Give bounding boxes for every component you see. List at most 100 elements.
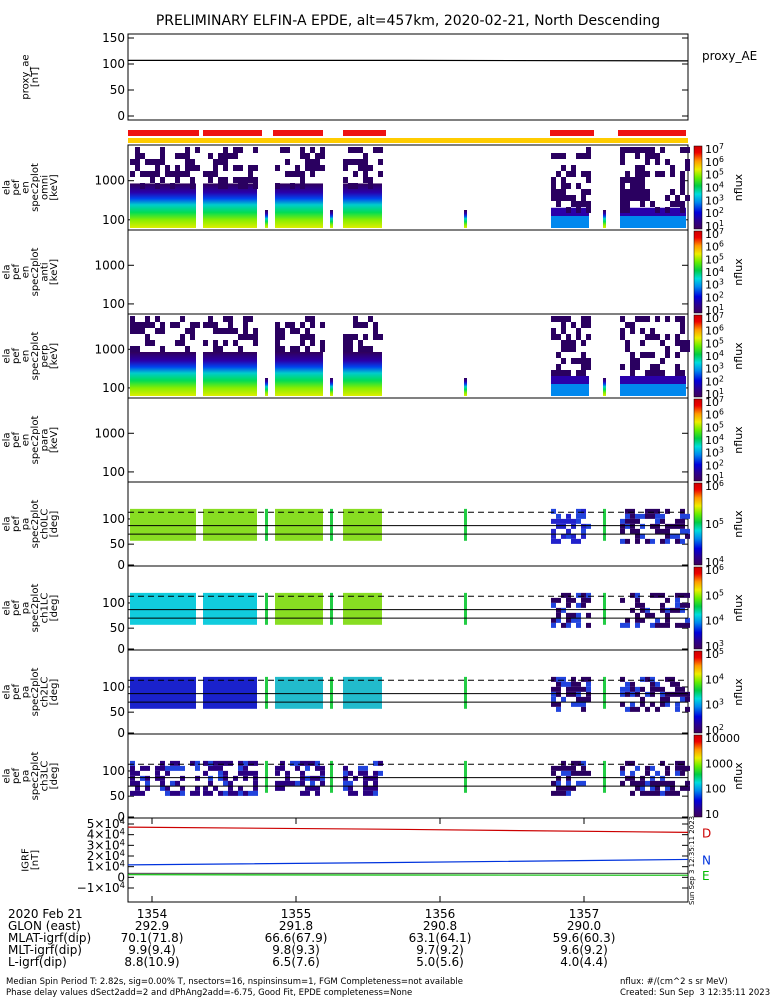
- heat-cell: [581, 780, 586, 786]
- heat-cell: [675, 592, 680, 598]
- xaxis-row-value: 9.6(9.2): [560, 943, 608, 957]
- heat-block-pef_en_spec2plot_omni: [275, 147, 325, 228]
- heat-cell: [561, 681, 566, 687]
- heat-strip: [464, 378, 467, 396]
- heat-cell: [195, 785, 200, 791]
- xaxis-row-value: 291.8: [278, 919, 314, 933]
- heat-cell: [640, 352, 645, 358]
- ytick-label-proxy_ae: 0: [117, 109, 125, 123]
- heat-cell: [625, 177, 630, 183]
- heat-cell: [343, 770, 348, 776]
- heat-cell: [571, 358, 576, 364]
- heat-cell: [576, 602, 581, 608]
- heat-cell: [353, 316, 358, 322]
- heat-cell: [665, 622, 670, 628]
- heat-cell: [180, 790, 185, 796]
- heat-cell: [185, 165, 190, 171]
- heat-cell: [640, 533, 645, 539]
- heat-cell: [635, 171, 640, 177]
- heat-cell: [680, 696, 685, 702]
- heat-cell: [213, 159, 218, 165]
- heat-cell: [665, 691, 670, 697]
- heat-cell: [300, 775, 305, 781]
- heat-cell: [556, 364, 561, 370]
- xaxis-row-value: 9.9(9.4): [128, 943, 176, 957]
- heat-cell: [645, 513, 650, 519]
- heat-strip: [464, 676, 467, 709]
- heat-cell: [275, 770, 280, 776]
- colorbar-tick-pef_en_spec2plot_anti: 104: [705, 265, 724, 279]
- heat-cell: [368, 177, 373, 183]
- heat-cell: [310, 159, 315, 165]
- ytick-label-igrf: 1×104: [87, 859, 125, 874]
- heat-fill: [130, 676, 196, 709]
- heat-cell: [576, 617, 581, 623]
- heat-cell: [290, 171, 295, 177]
- heat-cell: [243, 183, 248, 189]
- ylabel-part: ela: [1, 432, 12, 447]
- heat-cell: [551, 533, 556, 539]
- heat-cell: [660, 701, 665, 707]
- heat-cell: [665, 676, 670, 682]
- heat-cell: [620, 153, 625, 159]
- heat-cell: [223, 780, 228, 786]
- heat-block-pef_pa_spec2plot_ch3LC: [464, 760, 467, 793]
- ylabel-part: spec2plot: [30, 752, 41, 801]
- heat-cell: [343, 177, 348, 183]
- heat-cell: [630, 513, 635, 519]
- heat-cell: [566, 195, 571, 201]
- heat-cell: [223, 340, 228, 346]
- heat-cell: [566, 597, 571, 603]
- heat-cell: [238, 785, 243, 791]
- heat-cell: [160, 177, 165, 183]
- heat-cell: [571, 770, 576, 776]
- heat-cell: [630, 189, 635, 195]
- heat-cell: [685, 617, 690, 623]
- heat-fill: [343, 592, 382, 625]
- heat-cell: [675, 538, 680, 544]
- heat-cell: [665, 533, 670, 539]
- heat-block-pef_pa_spec2plot_ch1LC: [330, 592, 333, 625]
- heat-cell: [223, 790, 228, 796]
- heat-cell: [586, 681, 591, 687]
- heat-cell: [655, 790, 660, 796]
- heat-cell: [586, 316, 591, 322]
- heat-cell: [290, 760, 295, 766]
- heat-cell: [145, 765, 150, 771]
- heat-cell: [566, 513, 571, 519]
- heat-cell: [228, 322, 233, 328]
- heat-cell: [561, 607, 566, 613]
- heat-cell: [135, 153, 140, 159]
- ytick-label-proxy_ae: 50: [110, 83, 125, 97]
- heat-cell: [675, 334, 680, 340]
- heat-cell: [645, 153, 650, 159]
- colorbar-tick-pef_pa_spec2plot_ch3LC: 100: [705, 783, 726, 796]
- heat-cell: [620, 676, 625, 682]
- colorbar-pef_en_spec2plot_perp: [693, 314, 703, 398]
- heat-cell: [650, 785, 655, 791]
- heat-cell: [195, 760, 200, 766]
- footer-created: Created: Sun Sep 3 12:35:11 2023: [620, 988, 771, 998]
- heat-cell: [275, 183, 280, 189]
- heat-cell: [243, 770, 248, 776]
- heat-fill: [275, 352, 323, 396]
- xaxis-row-value: 9.8(9.3): [272, 943, 320, 957]
- heat-cell: [650, 592, 655, 598]
- heat-block-pef_pa_spec2plot_ch2LC: [464, 676, 467, 709]
- ylabel-part: [deg]: [49, 595, 60, 622]
- heat-cell: [305, 346, 310, 352]
- colorbar-tick-pef_en_spec2plot_omni: 105: [705, 168, 724, 182]
- colorbar-tick-pef_en_spec2plot_anti: 101: [705, 303, 724, 317]
- heat-cell: [675, 790, 680, 796]
- heat-cell: [363, 165, 368, 171]
- heat-block-pef_pa_spec2plot_ch1LC: [603, 592, 606, 625]
- heat-cell: [576, 183, 581, 189]
- heat-block-pef_pa_spec2plot_ch2LC: [265, 676, 268, 709]
- heat-cell: [175, 165, 180, 171]
- heat-cell: [571, 765, 576, 771]
- heat-cell: [358, 765, 363, 771]
- heat-cell: [243, 328, 248, 334]
- heat-cell: [175, 153, 180, 159]
- ylabel-proxy_ae: proxy_ae[nT]: [20, 54, 41, 99]
- heat-cell: [630, 147, 635, 153]
